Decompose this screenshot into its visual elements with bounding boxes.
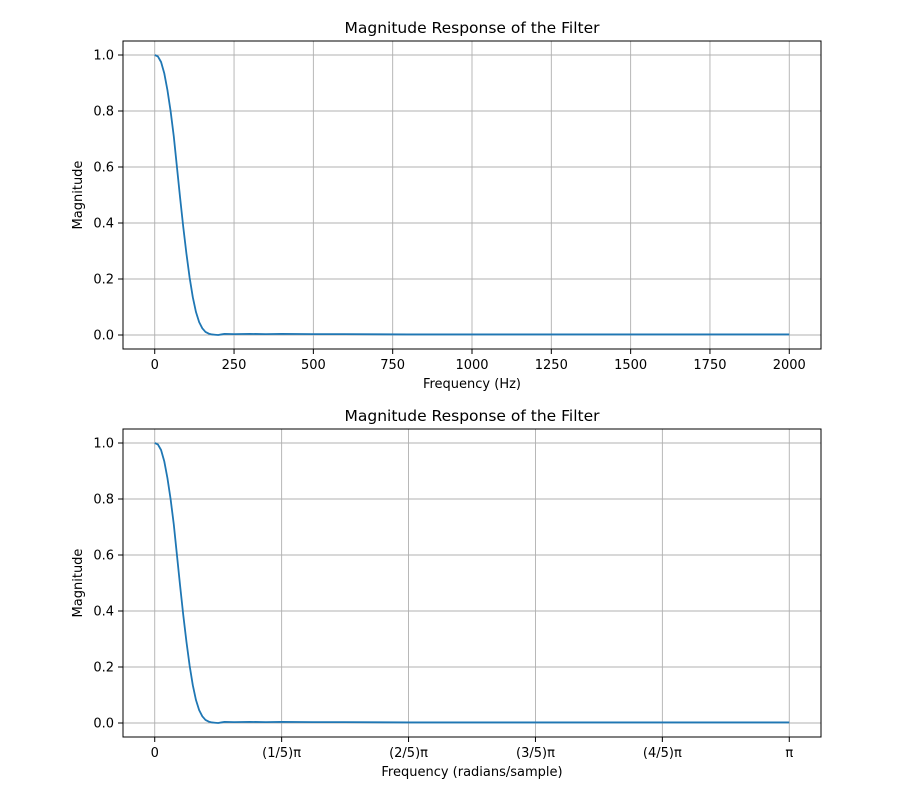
chart-title: Magnitude Response of the Filter [344,407,600,425]
x-tick-label: (2/5)π [389,746,428,761]
y-tick-label: 1.0 [93,49,114,64]
x-tick-label: 0 [151,746,159,761]
y-tick-label: 1.0 [93,437,114,452]
x-tick-label: (4/5)π [643,746,682,761]
x-axis-label: Frequency (Hz) [423,377,521,392]
x-tick-label: π [785,746,793,761]
x-tick-label: 2000 [773,358,806,373]
y-tick-label: 0.8 [93,493,114,508]
x-tick-label: 250 [222,358,247,373]
magnitude-curve [154,442,790,724]
x-tick-label: 500 [301,358,326,373]
chart-title: Magnitude Response of the Filter [344,19,600,37]
y-tick-label: 0.0 [93,717,114,732]
y-tick-label: 0.4 [93,605,114,620]
y-tick-label: 0.4 [93,217,114,232]
x-tick-label: 1500 [614,358,647,373]
x-tick-label: 0 [151,358,159,373]
x-tick-label: (3/5)π [516,746,555,761]
x-axis-label: Frequency (radians/sample) [381,765,562,780]
y-tick-label: 0.2 [93,273,114,288]
magnitude-curve [154,54,790,336]
x-tick-label: 1000 [455,358,488,373]
bottom-subplot: 0 (1/5)π (2/5)π (3/5)π (4/5)π π 0.0 0.2 0.4 0.6 0.… [71,407,822,780]
y-tick-label: 0.8 [93,105,114,120]
x-tick-label: 1250 [535,358,568,373]
x-tick-label: 750 [380,358,405,373]
x-tick-label: (1/5)π [262,746,301,761]
y-axis-label: Magnitude [71,161,86,230]
top-subplot: 0 250 500 750 1000 1250 1500 1750 2000 0.0 0.2 0.4 0… [71,19,822,392]
y-tick-label: 0.6 [93,161,114,176]
y-axis-label: Magnitude [71,549,86,618]
x-tick-label: 1750 [693,358,726,373]
y-tick-label: 0.0 [93,329,114,344]
axes-frame [122,428,822,738]
y-tick-label: 0.6 [93,549,114,564]
y-tick-label: 0.2 [93,661,114,676]
